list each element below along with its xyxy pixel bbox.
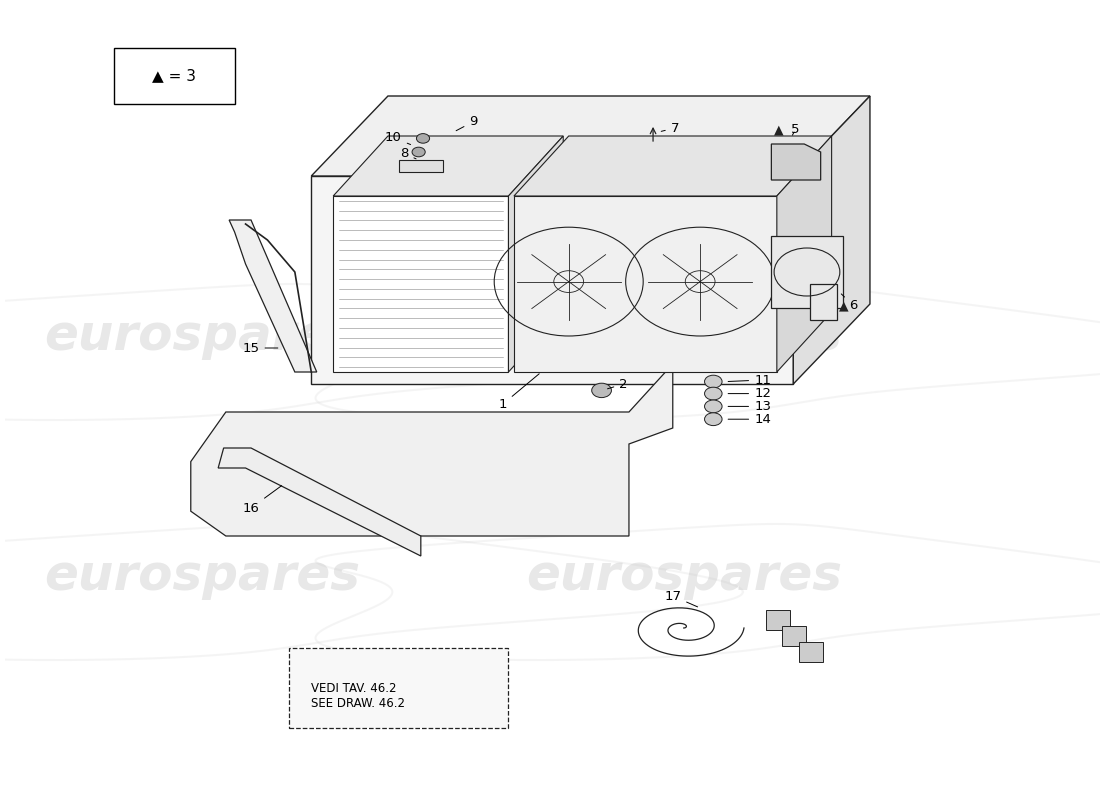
Circle shape [417,134,430,143]
Polygon shape [333,196,508,372]
Text: 16: 16 [243,486,282,514]
FancyBboxPatch shape [114,48,234,104]
Polygon shape [771,236,843,308]
Text: 2: 2 [607,378,628,390]
Text: VEDI TAV. 46.2
SEE DRAW. 46.2: VEDI TAV. 46.2 SEE DRAW. 46.2 [311,682,405,710]
Circle shape [704,387,722,400]
Text: ▲ = 3: ▲ = 3 [152,69,196,83]
Polygon shape [333,136,563,196]
Text: 13: 13 [728,400,771,413]
Circle shape [704,375,722,388]
Polygon shape [782,626,806,646]
Text: 6: 6 [842,294,858,312]
Circle shape [412,147,426,157]
Polygon shape [311,96,870,176]
Polygon shape [771,144,821,180]
Polygon shape [508,136,563,372]
Polygon shape [399,160,442,172]
Polygon shape [514,196,777,372]
Polygon shape [514,136,832,196]
Text: 17: 17 [664,590,697,607]
Text: 8: 8 [400,147,416,160]
Circle shape [592,383,612,398]
Polygon shape [311,176,793,384]
Text: 10: 10 [385,131,410,145]
Text: 14: 14 [728,413,771,426]
Polygon shape [799,642,823,662]
Text: ▲: ▲ [774,123,784,136]
Text: 9: 9 [456,115,477,130]
Text: 12: 12 [728,387,771,400]
Polygon shape [777,136,832,372]
Polygon shape [793,96,870,384]
Polygon shape [218,448,421,556]
Text: eurospares: eurospares [526,552,842,600]
Text: 5: 5 [791,123,800,136]
Polygon shape [229,220,317,372]
Text: 7: 7 [661,122,679,134]
Text: 15: 15 [242,342,278,354]
Polygon shape [190,364,673,536]
Polygon shape [810,284,837,320]
Circle shape [704,400,722,413]
Polygon shape [766,610,790,630]
Text: eurospares: eurospares [44,312,360,360]
Text: eurospares: eurospares [44,552,360,600]
FancyBboxPatch shape [289,648,508,728]
Text: eurospares: eurospares [526,312,842,360]
Circle shape [704,413,722,426]
Text: 1: 1 [498,374,539,410]
Text: ▲: ▲ [839,299,848,312]
Text: 11: 11 [728,374,771,386]
